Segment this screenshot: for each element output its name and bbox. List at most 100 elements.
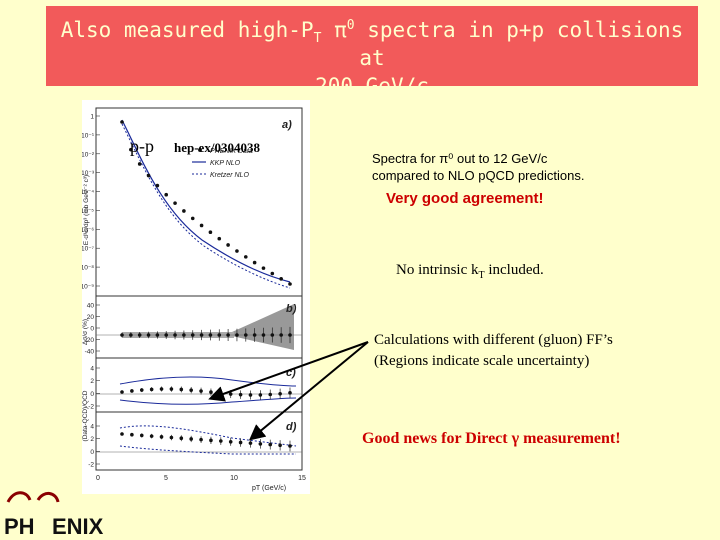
y-axis-label-b: Δσ/σ (%) [82,319,89,345]
data-point [173,333,177,337]
data-point [252,260,257,265]
title-part2: π [321,18,347,42]
y-axis-label-cd: (Data-QCD)/QCD [82,390,89,441]
data-point [169,435,174,440]
spectra-note-line2a: compared to [372,168,448,183]
data-point [243,255,248,259]
data-point [219,391,223,395]
data-point [278,391,282,396]
b-tick-label: 0 [90,326,94,333]
y-axis-label-a: E·d³σ/dp³ (mb GeV⁻² c³) [83,175,90,245]
hep-ex-reference: hep-ex/0304038 [174,140,260,155]
data-point [190,216,195,221]
a-tick-label: 10⁻² [82,151,95,158]
data-point [235,333,239,337]
data-point [137,333,142,337]
data-point [209,390,213,394]
data-point [130,389,134,393]
x-tick-label: 0 [96,475,100,482]
data-point [268,392,273,397]
a-tick-label: 1 [90,114,94,121]
band-lower-c [119,397,297,405]
data-point [209,438,213,443]
data-point [155,333,160,337]
a-tick-label: 10⁻⁷ [82,246,95,253]
y-ticks-d: 4 2 0 -2 [88,424,100,469]
c-tick-label: 2 [90,378,94,385]
d-tick-label: -2 [88,462,94,469]
legend-kkp: KKP NLO [210,160,241,167]
panel-d-label: d) [286,421,297,433]
data-point [226,333,230,337]
data-point [155,183,160,188]
figure-svg: a) b) c) d) PHENIX Data KKP NLO Kretzer … [81,107,306,492]
y-ticks-a: 1 10⁻¹ 10⁻² 10⁻³ 10⁻⁴ 10⁻⁵ 10⁻⁶ 10⁻⁷ 10⁻⁸ 10⁻⁹ [81,114,100,291]
x-ticks: 0 5 10 15 [96,475,306,482]
data-point [149,387,154,392]
data-point [258,393,263,397]
data-point [120,120,124,124]
kt-note-a: No intrinsic k [396,262,479,278]
data-point [228,439,233,444]
data-point [189,437,193,441]
a-tick-label: 10⁻¹ [82,132,95,139]
data-point [199,437,203,442]
data-point [199,223,204,228]
calculations-note: Calculations with different (gluon) FF’s… [374,330,714,372]
data-point [130,432,134,437]
a-tick-label: 10⁻⁴ [82,189,94,196]
b-tick-label: 40 [87,303,95,310]
data-point [278,443,282,448]
data-point [189,388,193,392]
spectra-note: Spectra for π⁰ out to 12 GeV/c compared … [372,150,702,184]
data-point [217,236,222,241]
data-point [248,393,253,397]
c-tick-label: 0 [90,391,94,398]
physics-figure: a) b) c) d) PHENIX Data KKP NLO Kretzer … [81,100,310,494]
data-point [217,333,222,337]
x-tick-label: 5 [164,475,168,482]
data-point [270,333,275,337]
data-point [120,390,124,394]
calc-line1: Calculations with different (gluon) FF’s [374,332,613,348]
data-point [159,387,164,391]
d-tick-label: 0 [90,449,94,456]
data-point [258,442,263,446]
data-point [238,440,243,445]
good-news-note: Good news for Direct γ measurement! [362,430,621,447]
data-point [270,271,275,276]
a-tick-label: 10⁻⁵ [82,208,94,215]
title-sup-0: 0 [346,18,355,33]
d-tick-label: 4 [90,424,94,431]
title-sub-t: T [313,31,322,47]
data-point [146,173,151,178]
data-point [248,441,253,445]
kretzer-curve-a [121,123,291,289]
data-points-d [120,432,292,452]
a-tick-label: 10⁻⁶ [82,227,94,234]
calc-line2: (Regions indicate scale uncertainty) [374,353,590,369]
data-point [226,243,230,247]
data-point [238,392,243,397]
x-axis-label: pT (GeV/c) [252,485,286,492]
data-point [169,387,174,391]
title-line2: 200 GeV/c [315,74,429,98]
pp-label: p-p [130,136,154,156]
spectra-note-nlo: NLO pQCD [447,168,515,183]
data-point [164,333,169,337]
data-point [243,333,248,337]
panel-a-frame [95,107,303,297]
b-tick-label: -40 [85,349,95,356]
data-point [252,333,257,337]
uncertainty-band-b [232,304,294,350]
y-ticks-b: 40 20 0 -20 -40 [85,303,100,356]
data-point [179,436,184,441]
spectra-note-line2c: predictions. [514,168,585,183]
data-point [159,435,164,439]
x-tick-label: 15 [298,475,306,482]
data-point [219,439,223,443]
band-upper-c [119,376,297,387]
data-point [279,333,283,337]
agreement-note: Very good agreement! [386,190,544,207]
x-tick-label: 10 [230,475,238,482]
